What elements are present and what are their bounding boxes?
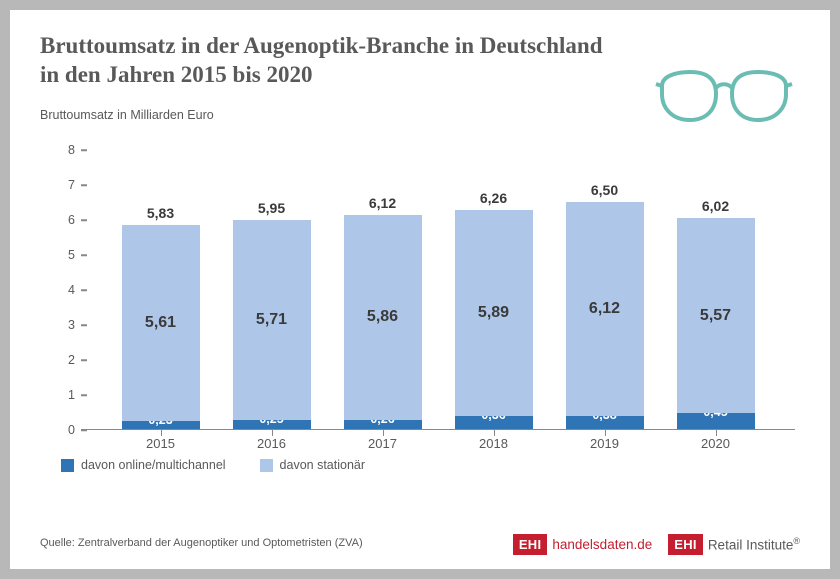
- ehi-badge: EHI: [513, 534, 548, 555]
- bar-2015: 0,235,615,83: [122, 225, 200, 429]
- bar-value-total: 5,95: [233, 200, 311, 216]
- bar-value-stationary: 5,61: [122, 314, 200, 332]
- bar-segment-online: 0,45: [677, 413, 755, 429]
- chart-area: 01234567820150,235,615,8320160,255,715,9…: [55, 150, 795, 470]
- bar-segment-online: 0,38: [566, 416, 644, 429]
- bar-value-stationary: 6,12: [566, 300, 644, 318]
- bar-value-total: 6,12: [344, 195, 422, 211]
- glasses-icon: [654, 70, 794, 131]
- bar-segment-stationary: 5,61: [122, 225, 200, 421]
- chart-title: Bruttoumsatz in der Augenoptik-Branche i…: [40, 32, 660, 90]
- y-tick-label: 1: [53, 388, 75, 402]
- chart-plot: 01234567820150,235,615,8320160,255,715,9…: [81, 150, 795, 430]
- bar-segment-stationary: 6,12: [566, 202, 644, 416]
- bar-segment-online: 0,36: [455, 416, 533, 429]
- y-tick-label: 2: [53, 353, 75, 367]
- y-tick-label: 0: [53, 423, 75, 437]
- x-tick-label: 2016: [233, 436, 311, 451]
- y-tick-label: 3: [53, 318, 75, 332]
- bar-2017: 0,265,866,12: [344, 215, 422, 429]
- bar-value-total: 5,83: [122, 205, 200, 221]
- bar-value-total: 6,02: [677, 198, 755, 214]
- bar-2016: 0,255,715,95: [233, 220, 311, 429]
- bar-segment-online: 0,23: [122, 421, 200, 429]
- bar-2019: 0,386,126,50: [566, 202, 644, 430]
- bar-segment-online: 0,26: [344, 420, 422, 429]
- x-tick-label: 2017: [344, 436, 422, 451]
- x-tick-label: 2018: [455, 436, 533, 451]
- logo-text-retail: Retail Institute®: [708, 536, 800, 553]
- legend-label-online: davon online/multichannel: [81, 458, 226, 472]
- bar-value-stationary: 5,86: [344, 308, 422, 326]
- ehi-badge: EHI: [668, 534, 703, 555]
- title-line-2: in den Jahren 2015 bis 2020: [40, 62, 312, 87]
- legend-swatch-stationary: [260, 459, 273, 472]
- x-tick-label: 2019: [566, 436, 644, 451]
- logo-retail-institute: EHI Retail Institute®: [668, 534, 800, 555]
- logo-text-handelsdaten: handelsdaten.de: [552, 537, 652, 552]
- bar-2018: 0,365,896,26: [455, 210, 533, 429]
- bar-value-stationary: 5,57: [677, 307, 755, 325]
- bar-segment-online: 0,25: [233, 420, 311, 429]
- x-tick-label: 2020: [677, 436, 755, 451]
- y-tick-label: 8: [53, 143, 75, 157]
- bar-value-total: 6,26: [455, 190, 533, 206]
- legend-item-stationary: davon stationär: [260, 458, 365, 472]
- x-tick-label: 2015: [122, 436, 200, 451]
- legend-label-stationary: davon stationär: [280, 458, 365, 472]
- y-tick-label: 7: [53, 178, 75, 192]
- legend-item-online: davon online/multichannel: [61, 458, 226, 472]
- bar-segment-stationary: 5,71: [233, 220, 311, 420]
- bar-value-stationary: 5,71: [233, 311, 311, 329]
- footer-logos: EHI handelsdaten.de EHI Retail Institute…: [513, 534, 800, 555]
- bar-segment-stationary: 5,57: [677, 218, 755, 413]
- bar-2020: 0,455,576,02: [677, 218, 755, 429]
- bar-value-total: 6,50: [566, 182, 644, 198]
- bar-segment-stationary: 5,86: [344, 215, 422, 420]
- logo-handelsdaten: EHI handelsdaten.de: [513, 534, 652, 555]
- title-line-1: Bruttoumsatz in der Augenoptik-Branche i…: [40, 33, 603, 58]
- y-tick-label: 5: [53, 248, 75, 262]
- legend-swatch-online: [61, 459, 74, 472]
- bar-segment-stationary: 5,89: [455, 210, 533, 416]
- source-label: Quelle: Zentralverband der Augenoptiker …: [40, 537, 363, 549]
- chart-legend: davon online/multichannel davon stationä…: [61, 458, 365, 472]
- bar-value-stationary: 5,89: [455, 304, 533, 322]
- y-tick-label: 4: [53, 283, 75, 297]
- chart-card: Bruttoumsatz in der Augenoptik-Branche i…: [0, 0, 840, 579]
- y-tick-label: 6: [53, 213, 75, 227]
